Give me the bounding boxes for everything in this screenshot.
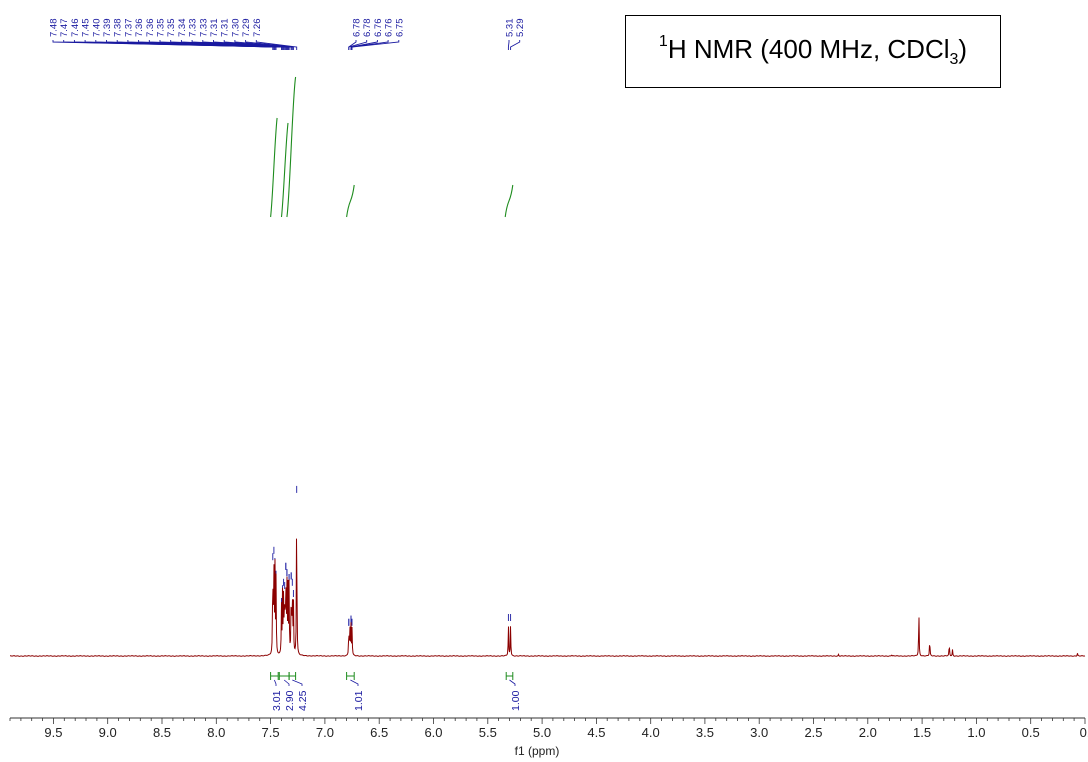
peak-label: 6.78 (362, 19, 373, 38)
peak-label: 6.75 (394, 19, 405, 38)
integral-label-layer: 3.01 2.90 4.25 1.01 1.00 (270, 672, 522, 711)
peak-label: 6.78 (352, 19, 363, 38)
x-tick-label: 2.5 (804, 725, 822, 740)
peak-label: 7.35 (156, 19, 167, 38)
peak-label: 5.31 (505, 19, 516, 38)
peak-label: 6.76 (373, 19, 384, 38)
integral-value: 2.90 (284, 690, 296, 711)
integral-connector (350, 679, 359, 686)
integral-connector (509, 679, 516, 686)
x-tick-label: 0. (1080, 725, 1088, 740)
peak-label: 7.30 (230, 19, 241, 38)
spectrum-layer (9, 538, 1086, 657)
spectrum-title-box: 1H NMR (400 MHz, CDCl3) (625, 15, 1001, 88)
integral-connector (274, 679, 277, 686)
peak-label-connector (350, 40, 389, 50)
peak-label-connector (510, 40, 521, 50)
integral-value: 1.00 (510, 690, 522, 711)
integral-curve (346, 184, 355, 218)
integral-value: 4.25 (297, 690, 309, 711)
peak-label-connector (351, 40, 400, 50)
peak-label: 6.76 (384, 19, 395, 38)
peak-label: 7.40 (91, 19, 102, 38)
x-tick-label: 4.5 (587, 725, 605, 740)
x-tick-label: 7.0 (316, 725, 334, 740)
peak-label-layer: 7.48 7.47 7.46 7.45 7.40 7.39 7.38 7.37 7.36 7.36… (49, 19, 526, 626)
peak-label: 7.46 (70, 19, 81, 38)
peak-label: 7.38 (113, 19, 124, 38)
integral-value: 3.01 (271, 690, 283, 711)
title-subscript: 3 (949, 51, 959, 69)
peak-label-connector (507, 40, 510, 50)
peak-label: 7.39 (102, 19, 113, 38)
peak-label: 5.29 (515, 19, 526, 38)
spectrum-title: 1H NMR (400 MHz, CDCl3) (658, 33, 968, 69)
peak-label-connector (223, 40, 292, 50)
x-tick-label: 0.5 (1022, 725, 1040, 740)
integral-value: 1.01 (353, 690, 365, 711)
title-superscript: 1 (658, 33, 668, 51)
peak-label: 7.31 (209, 19, 220, 38)
peak-label: 7.33 (188, 19, 199, 38)
x-tick-label: 5.5 (479, 725, 497, 740)
peak-label: 7.26 (252, 19, 263, 38)
x-tick-label: 1.5 (913, 725, 931, 740)
x-tick-label: 3.0 (750, 725, 768, 740)
peak-label: 7.45 (81, 19, 92, 38)
peak-label: 7.37 (123, 19, 134, 38)
peak-label: 7.33 (198, 19, 209, 38)
peak-label-connector (234, 40, 293, 50)
peak-label-connector (245, 40, 294, 50)
title-suffix: ) (958, 33, 968, 64)
x-tick-label: 5.0 (533, 725, 551, 740)
x-tick-label: 7.5 (262, 725, 280, 740)
x-tick-label: 3.5 (696, 725, 714, 740)
x-tick-label: 6.0 (424, 725, 442, 740)
x-tick-label: 4.0 (642, 725, 660, 740)
spectrum-trace (9, 538, 1086, 657)
title-text: H NMR (400 MHz, CDCl (667, 33, 950, 64)
peak-label: 7.31 (220, 19, 231, 38)
x-axis: 9.5 9.0 8.5 8.0 7.5 7.0 6.5 6.0 5.5 5.0 4.5 4.0 3.5 3… (9, 717, 1088, 740)
integral-curve (280, 122, 289, 218)
x-tick-label: 8.0 (207, 725, 225, 740)
integral-connector (283, 679, 290, 686)
integral-connector (292, 679, 303, 686)
x-tick-label: 8.5 (153, 725, 171, 740)
peak-label-connector (255, 40, 298, 50)
peak-label: 7.34 (177, 19, 188, 38)
peak-label: 7.47 (59, 19, 70, 38)
peak-label: 7.29 (241, 19, 252, 38)
x-tick-label: 1.0 (967, 725, 985, 740)
peak-label: 7.48 (49, 19, 60, 38)
peak-label: 7.35 (166, 19, 177, 38)
x-tick-label: 9.5 (44, 725, 62, 740)
peak-label: 7.36 (134, 19, 145, 38)
x-tick-label: 9.0 (99, 725, 117, 740)
x-tick-label: 6.5 (370, 725, 388, 740)
x-tick-label: 2.0 (859, 725, 877, 740)
peak-label: 7.36 (145, 19, 156, 38)
x-axis-title: f1 (ppm) (515, 744, 560, 758)
integral-curve-layer (270, 76, 514, 218)
integral-curve (504, 184, 514, 218)
peak-label-connector (348, 40, 368, 50)
integral-curve (286, 76, 297, 218)
integral-curve (270, 117, 278, 218)
